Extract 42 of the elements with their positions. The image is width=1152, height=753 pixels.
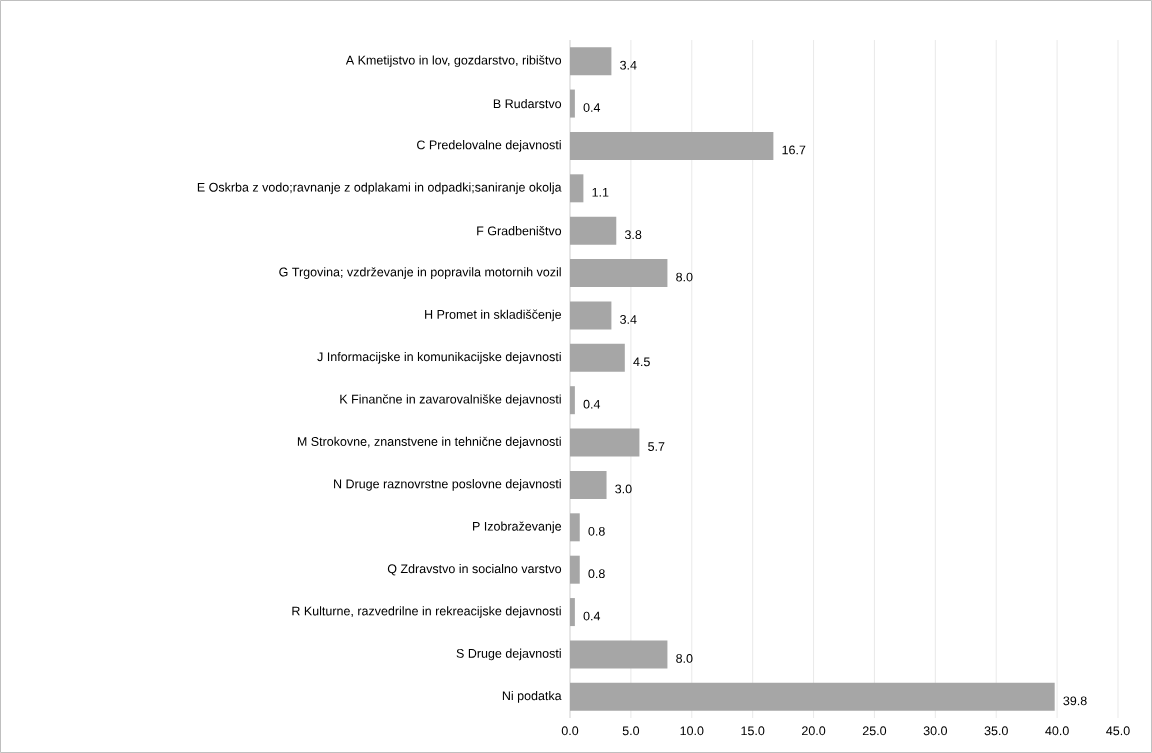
y-tick-label: R Kulturne, razvedrilne in rekreacijske dejavnosti — [292, 606, 561, 618]
x-tick-label: 30.0 — [923, 726, 948, 736]
y-tick-label: F Gradbeništvo — [477, 226, 562, 236]
y-tick-label: P Izobraževanje — [473, 521, 562, 534]
y-tick-label: E Oskrba z vodo;ravnanje z odplakami in odpadki;saniranje okolja — [197, 182, 562, 195]
data-label: 39.8 — [1063, 696, 1087, 706]
x-tick-label: 40.0 — [1045, 726, 1069, 736]
y-tick-label: C Predelovalne dejavnosti — [417, 140, 561, 152]
y-tick-label: A Kmetijstvo in lov, gozdarstvo, ribištvo — [345, 55, 562, 68]
data-label: 16.7 — [782, 145, 806, 155]
y-tick-label: M Strokovne, znanstvene in tehnične dejavnosti — [297, 436, 561, 449]
data-label: 0.4 — [583, 611, 601, 621]
data-label: 0.8 — [588, 526, 605, 536]
y-tick-label: H Promet in skladiščenje — [425, 309, 562, 322]
data-label: 3.8 — [624, 230, 642, 240]
x-tick-label: 10.0 — [680, 726, 704, 736]
data-label: 0.4 — [583, 399, 601, 409]
y-tick-label: K Finančne in zavarovalniške dejavnosti — [340, 394, 561, 407]
y-tick-label: Ni podatka — [502, 690, 562, 703]
data-label: 0.8 — [588, 569, 605, 579]
data-label: 8.0 — [676, 272, 693, 282]
data-label: 3.0 — [615, 484, 632, 494]
y-tick-label: G Trgovina; vzdrževanje in popravila motornih vozil — [279, 267, 561, 279]
y-tick-label: J Informacijske in komunikacijske dejavnosti — [317, 351, 561, 364]
y-tick-label: B Rudarstvo — [493, 98, 562, 109]
x-tick-label: 0.0 — [561, 726, 579, 736]
x-tick-label: 15.0 — [741, 726, 765, 736]
y-tick-label: N Druge raznovrstne poslovne dejavnosti — [334, 479, 561, 491]
data-label: 5.7 — [648, 442, 665, 451]
data-label: 3.4 — [620, 60, 637, 70]
x-tick-label: 5.0 — [622, 726, 640, 736]
data-label: 4.5 — [633, 357, 650, 367]
x-tick-label: 35.0 — [984, 726, 1008, 736]
data-label: 1.1 — [592, 188, 609, 197]
y-tick-label: Q Zdravstvo in socialno varstvo — [387, 563, 562, 576]
y-tick-label: S Druge dejavnosti — [456, 648, 561, 661]
data-label: 8.0 — [676, 654, 693, 663]
x-tick-label: 45.0 — [1106, 726, 1130, 736]
x-tick-label: 25.0 — [862, 726, 887, 736]
x-tick-label: 20.0 — [802, 726, 826, 736]
data-label: 3.4 — [620, 315, 637, 324]
data-label: 0.4 — [583, 103, 601, 112]
